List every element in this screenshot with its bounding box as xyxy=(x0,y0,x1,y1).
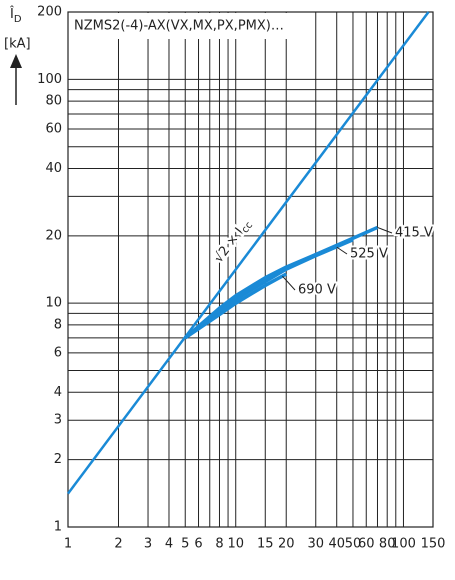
y-tick-label: 8 xyxy=(54,317,62,332)
label-leader xyxy=(282,275,296,291)
x-tick-label: 50 xyxy=(345,537,362,552)
y-tick-label: 3 xyxy=(54,413,62,428)
series-label: 525 V xyxy=(350,247,388,262)
label-leader xyxy=(336,246,348,255)
x-tick-label: 30 xyxy=(307,537,324,552)
y-tick-label: 60 xyxy=(45,122,62,137)
y-tick-label: 100 xyxy=(37,72,62,87)
label-leader xyxy=(377,226,393,234)
x-tick-label: 3 xyxy=(144,537,152,552)
x-tick-label: 60 xyxy=(358,537,375,552)
x-tick-label: 4 xyxy=(165,537,173,552)
series-label: 415 V xyxy=(395,226,433,241)
x-tick-label: 5 xyxy=(181,537,189,552)
x-tick-label: 150 xyxy=(421,537,446,552)
x-tick-label: 2 xyxy=(114,537,122,552)
series-label: √2 × Icc xyxy=(211,216,255,267)
series-line xyxy=(66,11,430,495)
chart-title: NZMS2(-4)-AX(VX,MX,PX,PMX)… xyxy=(74,19,284,34)
x-tick-label: 8 xyxy=(215,537,223,552)
plot-frame xyxy=(67,11,434,528)
x-tick-label: 40 xyxy=(328,537,345,552)
x-tick-label: 6 xyxy=(194,537,202,552)
title-box xyxy=(70,13,292,39)
y-tick-label: 20 xyxy=(45,228,62,243)
y-tick-label: 10 xyxy=(45,296,62,311)
y-tick-label: 80 xyxy=(45,94,62,109)
y-axis-label: ÎD xyxy=(9,6,22,26)
x-tick-label: 20 xyxy=(278,537,295,552)
y-tick-label: 40 xyxy=(45,161,62,176)
series-line xyxy=(184,272,288,340)
y-tick-label: 200 xyxy=(37,5,62,20)
series-line xyxy=(184,225,379,340)
x-tick-label: 10 xyxy=(227,537,244,552)
y-tick-label: 2 xyxy=(54,452,62,467)
x-tick-label: 15 xyxy=(257,537,274,552)
x-tick-label: 1 xyxy=(64,537,72,552)
y-tick-label: 4 xyxy=(54,385,62,400)
series-line xyxy=(184,238,354,340)
x-tick-label: 80 xyxy=(379,537,396,552)
y-axis-unit: [kA] xyxy=(4,37,31,52)
y-tick-label: 6 xyxy=(54,345,62,360)
axis-arrow-head xyxy=(10,54,22,68)
y-tick-label: 1 xyxy=(54,520,62,535)
series-label: 690 V xyxy=(298,283,336,298)
x-tick-label: 100 xyxy=(391,537,416,552)
